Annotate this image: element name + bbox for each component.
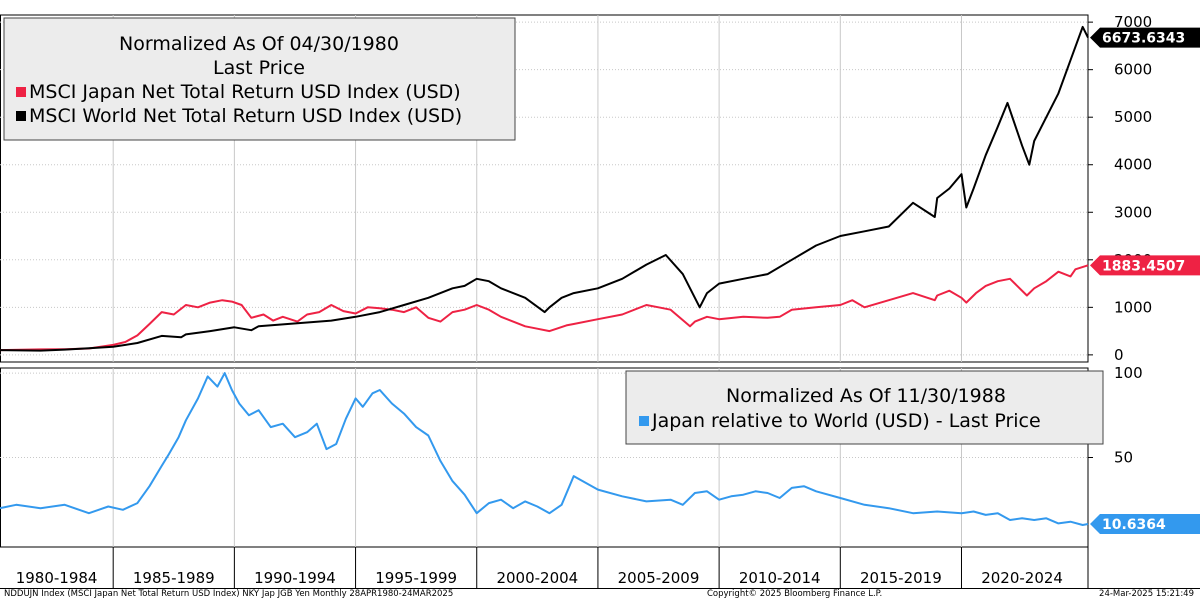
world-series-line (0, 25, 1089, 352)
x-label-1985-1989: 1985-1989 (133, 569, 215, 587)
x-label-2000-2004: 2000-2004 (496, 569, 578, 587)
bottom-ytick-50: 50 (1114, 449, 1133, 467)
bottom-ytick-100: 100 (1114, 364, 1143, 382)
world-series-last-tag: 6673.6343 (1090, 27, 1200, 48)
x-label-2015-2019: 2015-2019 (860, 569, 942, 587)
legend-top-entry-1: MSCI World Net Total Return USD Index (U… (29, 105, 462, 127)
legend-top-entry-0: MSCI Japan Net Total Return USD Index (U… (29, 81, 461, 103)
x-label-1990-1994: 1990-1994 (254, 569, 336, 587)
japan-series-last-tag: 1883.4507 (1090, 255, 1200, 276)
world-series-last-value: 6673.6343 (1102, 31, 1185, 47)
world-series-last-tag-box (1090, 27, 1200, 48)
top-ytick-4000: 4000 (1114, 156, 1152, 174)
relative-series-last-tag: 10.6364 (1090, 513, 1200, 534)
legend-top-title: Normalized As Of 04/30/1980 (119, 33, 399, 55)
legend-bottom: Normalized As Of 11/30/1988 Japan relativ… (625, 370, 1104, 445)
top-ytick-1000: 1000 (1114, 298, 1152, 316)
top-ytick-5000: 5000 (1114, 108, 1152, 126)
x-label-2005-2009: 2005-2009 (618, 569, 700, 587)
japan-series-last-value: 1883.4507 (1102, 258, 1185, 274)
legend-bottom-swatch-0 (639, 416, 649, 426)
top-ytick-0: 0 (1114, 346, 1124, 364)
footer-copyright: Copyright© 2025 Bloomberg Finance L.P. (707, 589, 883, 599)
japan-series-last-tag-box (1090, 255, 1200, 276)
top-ytick-3000: 3000 (1114, 203, 1152, 221)
legend-top-swatch-0 (16, 87, 26, 97)
relative-series-last-value: 10.6364 (1102, 517, 1166, 533)
legend-bottom-entry-0: Japan relative to World (USD) - Last Pri… (651, 410, 1041, 432)
relative-series-line (0, 372, 1089, 526)
top-ytick-7000: 7000 (1114, 13, 1152, 31)
legend-bottom-title: Normalized As Of 11/30/1988 (726, 385, 1006, 407)
x-label-2020-2024: 2020-2024 (981, 569, 1063, 587)
top-ytick-6000: 6000 (1114, 61, 1152, 79)
footer-timestamp: 24-Mar-2025 15:21:49 (1099, 589, 1194, 599)
legend-top-box (3, 17, 516, 141)
top-panel-frame (0, 14, 1089, 363)
relative-series-last-tag-box (1090, 513, 1200, 534)
x-axis: 1980-1984 1985-1989 1990-1994 1995-1999 2000… (0, 547, 1200, 589)
x-label-1995-1999: 1995-1999 (375, 569, 457, 587)
legend-top-swatch-1 (16, 111, 26, 121)
top-panel: 010002000300040005000600070001883.450766… (0, 13, 1200, 364)
legend-top-subtitle: Last Price (213, 57, 305, 79)
footer-source: NDDUJN Index (MSCI Japan Net Total Retur… (4, 589, 454, 599)
legend-bottom-box (625, 370, 1104, 445)
x-label-2010-2014: 2010-2014 (739, 569, 821, 587)
japan-series-line (0, 264, 1089, 352)
x-label-1980-1984: 1980-1984 (16, 569, 98, 587)
